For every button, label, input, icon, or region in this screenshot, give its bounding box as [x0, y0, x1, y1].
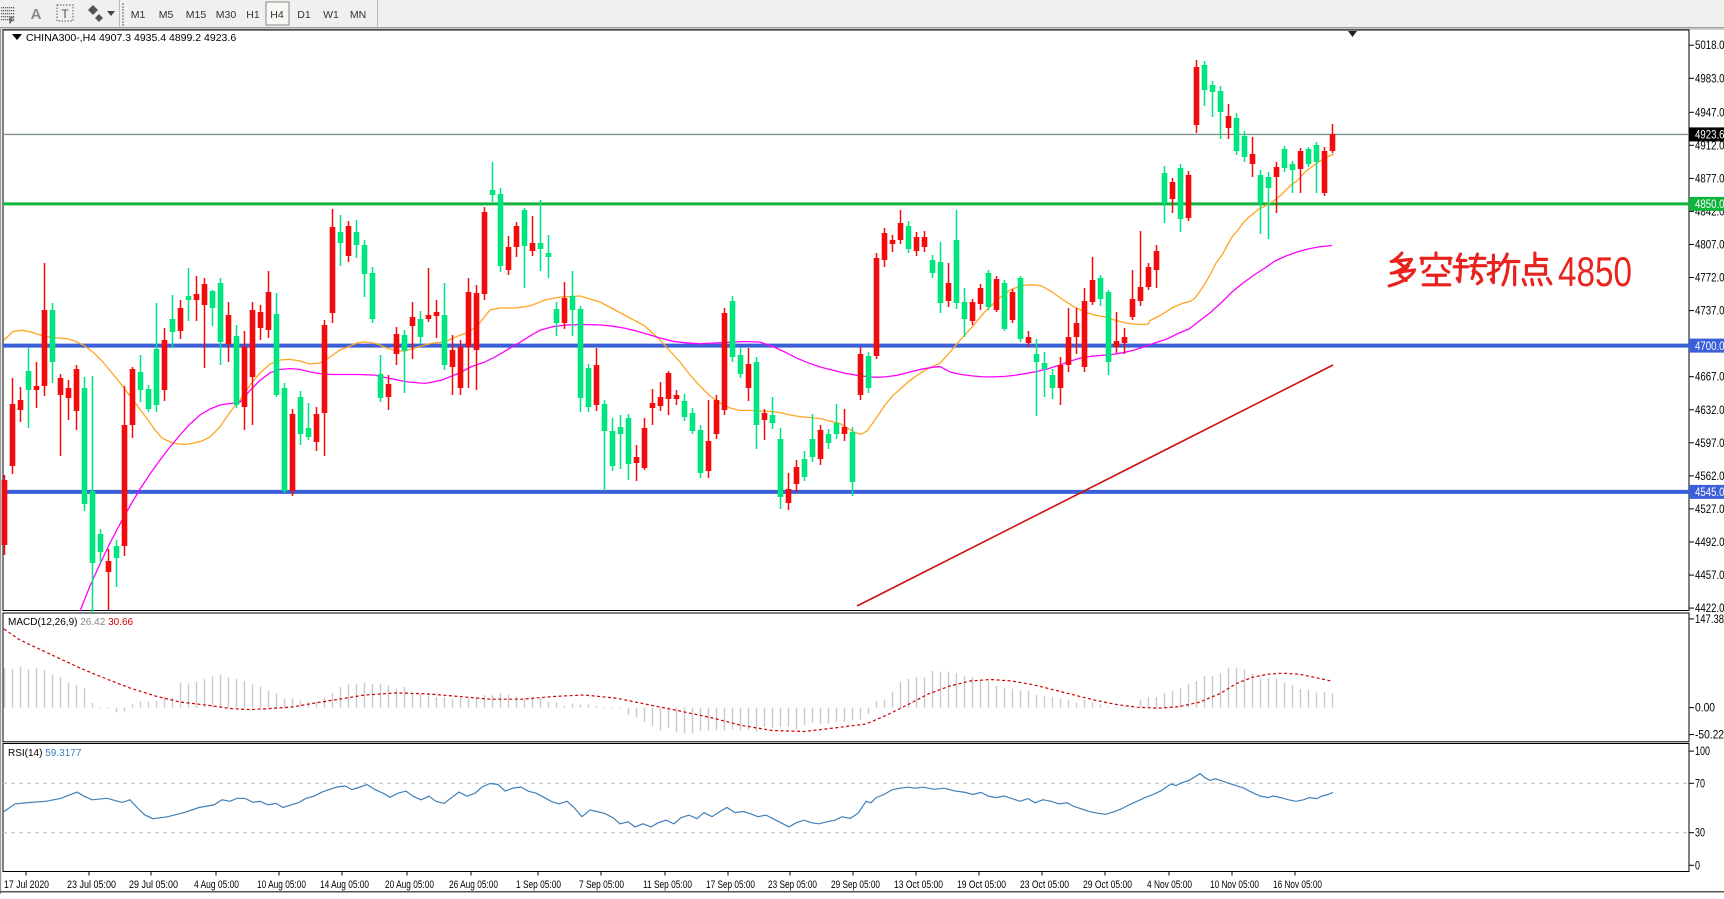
svg-text:4983.0: 4983.0	[1695, 73, 1724, 85]
svg-text:4850.0: 4850.0	[1695, 199, 1724, 211]
svg-text:4947.0: 4947.0	[1695, 107, 1724, 119]
svg-text:RSI(14) 59.3177: RSI(14) 59.3177	[8, 748, 82, 759]
svg-text:4632.0: 4632.0	[1695, 405, 1724, 417]
svg-text:4912.0: 4912.0	[1695, 140, 1724, 152]
svg-text:20 Aug 05:00: 20 Aug 05:00	[385, 879, 434, 891]
svg-text:H1: H1	[246, 9, 260, 21]
svg-text:0.00: 0.00	[1695, 703, 1715, 715]
svg-text:5018.0: 5018.0	[1695, 40, 1724, 52]
svg-text:4772.0: 4772.0	[1695, 273, 1724, 285]
svg-text:M1: M1	[131, 9, 146, 21]
svg-text:4562.0: 4562.0	[1695, 471, 1724, 483]
svg-text:10 Nov 05:00: 10 Nov 05:00	[1210, 879, 1259, 891]
svg-text:17 Sep 05:00: 17 Sep 05:00	[706, 879, 755, 891]
svg-text:23 Oct 05:00: 23 Oct 05:00	[1020, 879, 1069, 891]
svg-text:29 Jul 05:00: 29 Jul 05:00	[129, 879, 178, 891]
svg-text:MACD(12,26,9) 26.42 30.66: MACD(12,26,9) 26.42 30.66	[8, 617, 134, 628]
svg-text:M5: M5	[159, 9, 174, 21]
svg-text:4737.0: 4737.0	[1695, 306, 1724, 318]
svg-text:A: A	[31, 6, 42, 23]
svg-text:16 Nov 05:00: 16 Nov 05:00	[1273, 879, 1322, 891]
svg-text:26 Aug 05:00: 26 Aug 05:00	[449, 879, 498, 891]
svg-text:14 Aug 05:00: 14 Aug 05:00	[320, 879, 369, 891]
svg-text:4700.0: 4700.0	[1695, 341, 1724, 353]
svg-text:30: 30	[1695, 828, 1705, 840]
svg-text:MN: MN	[350, 9, 366, 21]
svg-text:CHINA300-,H4 4907.3 4935.4 48: CHINA300-,H4 4907.3 4935.4 4899.2 4923.6	[26, 32, 236, 44]
svg-text:7 Sep 05:00: 7 Sep 05:00	[579, 879, 624, 891]
svg-text:4 Nov 05:00: 4 Nov 05:00	[1147, 879, 1192, 891]
svg-text:-50.22: -50.22	[1695, 730, 1724, 742]
svg-text:T: T	[61, 7, 69, 21]
svg-text:147.38: 147.38	[1695, 614, 1724, 626]
svg-text:4492.0: 4492.0	[1695, 537, 1724, 549]
svg-text:17 Jul 2020: 17 Jul 2020	[4, 879, 49, 891]
svg-text:100: 100	[1695, 746, 1710, 758]
svg-text:4923.6: 4923.6	[1695, 130, 1724, 142]
svg-text:D1: D1	[297, 9, 311, 21]
svg-text:4422.0: 4422.0	[1695, 603, 1724, 615]
svg-text:23 Sep 05:00: 23 Sep 05:00	[768, 879, 817, 891]
svg-text:4527.0: 4527.0	[1695, 504, 1724, 516]
svg-text:0: 0	[1695, 860, 1700, 872]
svg-text:70: 70	[1695, 778, 1705, 790]
svg-text:4597.0: 4597.0	[1695, 438, 1724, 450]
svg-text:4667.0: 4667.0	[1695, 372, 1724, 384]
svg-text:4 Aug 05:00: 4 Aug 05:00	[194, 879, 239, 891]
svg-text:4545.0: 4545.0	[1695, 487, 1724, 499]
svg-text:29 Oct 05:00: 29 Oct 05:00	[1083, 879, 1132, 891]
svg-text:M15: M15	[186, 9, 207, 21]
svg-text:H4: H4	[270, 9, 284, 21]
svg-text:4807.0: 4807.0	[1695, 240, 1724, 252]
svg-text:4877.0: 4877.0	[1695, 173, 1724, 185]
svg-text:11 Sep 05:00: 11 Sep 05:00	[643, 879, 692, 891]
svg-text:F: F	[9, 17, 14, 26]
svg-text:19 Oct 05:00: 19 Oct 05:00	[957, 879, 1006, 891]
svg-text:10 Aug 05:00: 10 Aug 05:00	[257, 879, 306, 891]
svg-text:M30: M30	[216, 9, 237, 21]
svg-text:W1: W1	[323, 9, 339, 21]
svg-text:23 Jul 05:00: 23 Jul 05:00	[67, 879, 116, 891]
svg-text:13 Oct 05:00: 13 Oct 05:00	[894, 879, 943, 891]
svg-text:4850: 4850	[1558, 248, 1632, 295]
svg-text:1 Sep 05:00: 1 Sep 05:00	[516, 879, 561, 891]
svg-text:29 Sep 05:00: 29 Sep 05:00	[831, 879, 880, 891]
svg-text:4457.0: 4457.0	[1695, 570, 1724, 582]
